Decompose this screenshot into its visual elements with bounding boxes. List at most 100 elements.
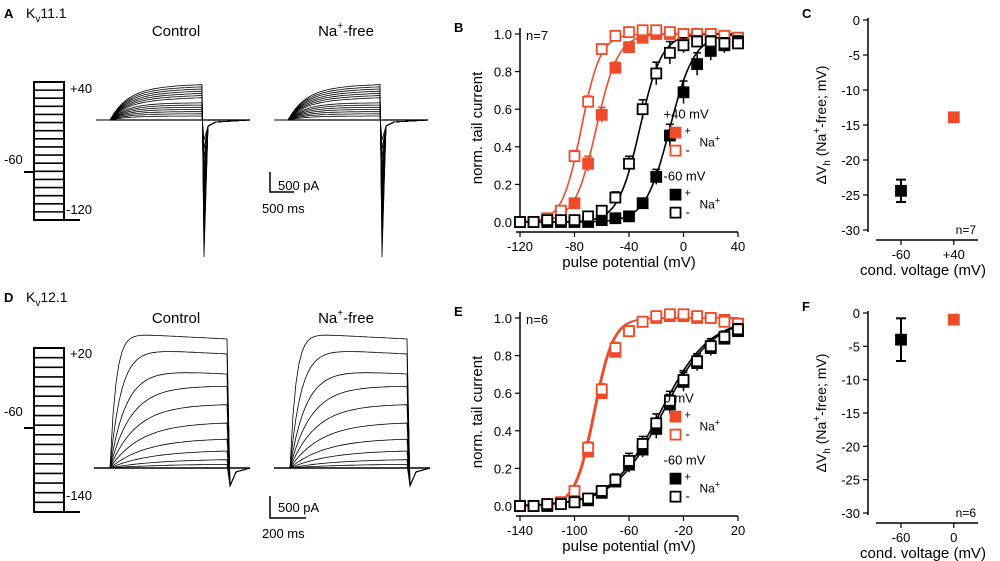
current-trace xyxy=(96,97,251,204)
scale-current-d: 500 pA xyxy=(278,500,320,515)
y-tick-label: 0.4 xyxy=(494,140,512,155)
data-point xyxy=(623,325,635,338)
x-tick-label: -40 xyxy=(620,239,639,254)
protocol-d-level-hold: -60 xyxy=(4,404,23,419)
y-tick-label: 1.0 xyxy=(494,311,512,326)
legend-group2-open-marker xyxy=(669,490,682,503)
y-tick-label: -25 xyxy=(841,473,860,488)
data-point xyxy=(718,315,731,328)
data-point xyxy=(650,24,663,37)
current-trace xyxy=(94,438,251,487)
current-trace xyxy=(274,92,429,222)
data-point xyxy=(895,333,907,346)
x-tick-label: -60 xyxy=(620,523,639,538)
scale-bar-d xyxy=(269,496,306,519)
data-point xyxy=(623,210,635,223)
legend-group2-filled-marker xyxy=(669,188,682,201)
data-point xyxy=(609,342,622,354)
data-point xyxy=(568,496,581,509)
current-traces-nafree-d xyxy=(274,334,431,488)
current-trace xyxy=(96,90,251,231)
x-tick-label: 20 xyxy=(731,523,745,538)
y-tick-label: 0.8 xyxy=(494,65,512,80)
current-trace xyxy=(96,113,251,150)
current-trace xyxy=(274,422,431,487)
y-tick-label: -30 xyxy=(841,506,860,521)
data-point xyxy=(609,473,622,486)
y-tick-label: -20 xyxy=(841,439,860,454)
current-trace xyxy=(274,372,431,487)
current-trace xyxy=(274,90,429,231)
data-point xyxy=(595,383,608,396)
legend-group1-open-marker xyxy=(669,144,682,157)
legend-group2-open-marker xyxy=(669,206,682,219)
y-tick-label: 0.8 xyxy=(494,349,512,364)
data-point xyxy=(650,417,663,430)
x-axis-label: pulse potential (mV) xyxy=(562,254,695,271)
legend-group1-minus: - xyxy=(686,427,690,442)
y-axis-label: norm. tail current xyxy=(469,355,486,468)
x-tick-label: 0 xyxy=(950,530,957,545)
data-point xyxy=(691,35,704,48)
data-point xyxy=(568,197,581,210)
data-point xyxy=(595,43,608,55)
x-axis-label: pulse potential (mV) xyxy=(562,538,695,555)
chart-b: B 0.0 0.2 0.4 0.6 0.8 1.0 -120 -80 -40 0 40 pulse po… xyxy=(454,20,745,271)
current-trace xyxy=(274,459,431,488)
current-traces-nafree-a xyxy=(274,84,430,258)
legend-group1-title: 0 mV xyxy=(664,391,695,406)
y-tick-label: -5 xyxy=(848,48,860,63)
current-trace xyxy=(274,97,429,204)
data-point xyxy=(650,170,663,183)
data-point xyxy=(595,485,608,497)
y-tick-label: 1.0 xyxy=(494,27,512,42)
y-tick-label: -5 xyxy=(848,339,860,354)
x-tick-label: -120 xyxy=(507,239,533,254)
n-label: n=7 xyxy=(956,223,977,237)
current-trace xyxy=(274,115,429,141)
current-trace xyxy=(274,95,429,213)
data-point xyxy=(595,204,608,217)
current-trace xyxy=(94,422,251,487)
data-point xyxy=(704,340,717,353)
legend-group1-na-label: Na+ xyxy=(700,134,721,150)
fit-curve xyxy=(519,33,738,223)
current-trace xyxy=(274,351,431,487)
data-point xyxy=(541,214,554,227)
legend-group2-filled-marker xyxy=(669,472,682,485)
data-point xyxy=(691,58,704,70)
data-point xyxy=(554,498,567,511)
current-trace xyxy=(94,464,251,488)
current-traces-control-d xyxy=(94,334,251,488)
current-trace xyxy=(274,113,429,150)
x-tick-label: 40 xyxy=(731,239,745,254)
data-point xyxy=(732,37,744,50)
x-tick-label: -60 xyxy=(892,530,911,545)
y-tick-label: -30 xyxy=(841,223,860,238)
panel-d: D Kv12.1 Control Na+-free +20 -60 -140 5… xyxy=(4,289,431,541)
current-trace xyxy=(96,106,251,177)
y-tick-label: -10 xyxy=(841,373,860,388)
y-tick-label: 0.0 xyxy=(494,499,512,514)
x-tick-label: -20 xyxy=(674,523,693,538)
panel-letter: C xyxy=(802,6,812,21)
data-point xyxy=(636,438,649,450)
protocol-box xyxy=(33,347,65,513)
data-point xyxy=(732,323,744,336)
current-trace xyxy=(274,404,431,487)
n-label: n=6 xyxy=(956,506,977,520)
panel-letter: E xyxy=(454,304,463,319)
fit-curve xyxy=(520,33,738,223)
panel-letter: F xyxy=(802,299,810,314)
legend-group1-minus: - xyxy=(686,143,690,158)
current-trace xyxy=(96,109,251,168)
protocol-box xyxy=(33,81,65,221)
data-point xyxy=(718,330,731,343)
protocol-a-level-bottom: -120 xyxy=(66,202,92,217)
data-point xyxy=(947,313,960,326)
data-point xyxy=(527,216,540,228)
data-point xyxy=(514,500,526,512)
data-point xyxy=(895,184,907,197)
current-trace xyxy=(96,84,251,258)
legend-group2-title: -60 mV xyxy=(664,169,706,184)
